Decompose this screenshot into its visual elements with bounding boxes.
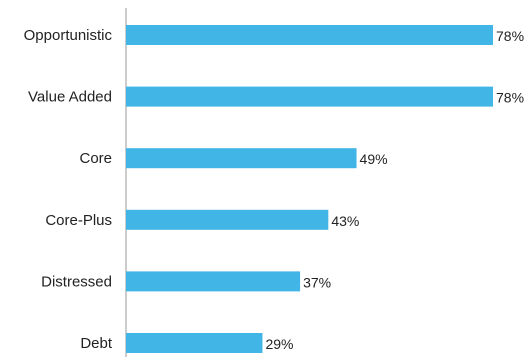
value-label: 37% — [303, 274, 331, 290]
bar-value-added — [126, 86, 493, 107]
value-label: 43% — [331, 213, 359, 229]
bar-debt — [126, 333, 263, 353]
value-label: 49% — [360, 151, 388, 167]
value-label: 78% — [496, 90, 524, 106]
category-label: Debt — [80, 335, 113, 352]
bar-distressed — [126, 271, 301, 292]
category-label: Core-Plus — [45, 212, 112, 229]
value-label: 78% — [496, 28, 524, 44]
bar-core — [126, 148, 357, 169]
category-label: Core — [79, 150, 112, 167]
bar-core-plus — [126, 209, 329, 230]
bar-opportunistic — [126, 25, 493, 45]
bars-group: Opportunistic 78% Value Added 78% Core 49% Cor… — [24, 25, 524, 353]
value-label: 29% — [265, 336, 293, 352]
category-label: Distressed — [41, 273, 112, 290]
category-label: Value Added — [28, 89, 112, 106]
category-label: Opportunistic — [24, 27, 113, 44]
